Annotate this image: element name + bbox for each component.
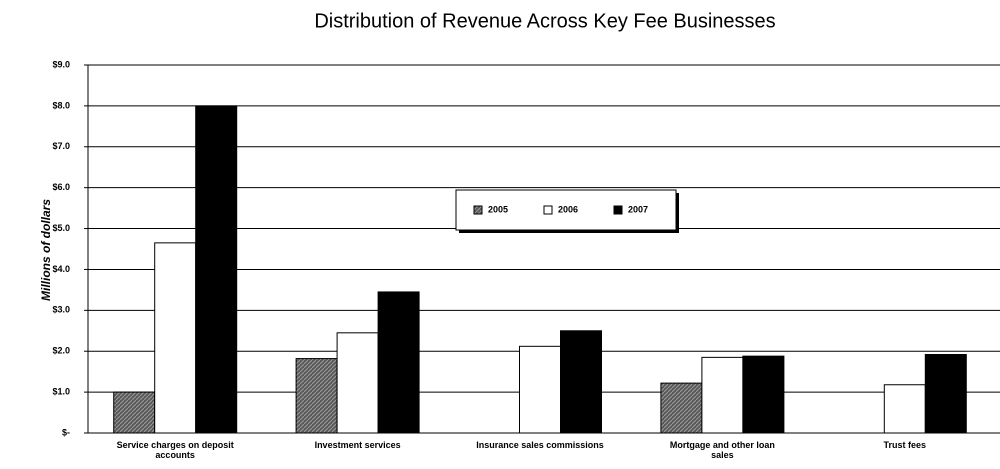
- x-tick-label: Trust fees: [883, 440, 927, 450]
- legend: [455, 189, 677, 231]
- legend-swatch: [473, 205, 483, 215]
- legend-label: 2007: [628, 204, 648, 214]
- bar: [701, 356, 744, 434]
- y-tick-label: $4.0: [52, 264, 70, 274]
- x-tick-label: Insurance sales commissions: [476, 440, 604, 450]
- x-tick-label: Investment services: [314, 440, 401, 450]
- y-tick-label: $9.0: [52, 59, 70, 69]
- bar: [560, 330, 602, 434]
- bar: [154, 242, 197, 434]
- y-tick-label: $1.0: [52, 386, 70, 396]
- legend-label: 2005: [488, 204, 508, 214]
- bar: [295, 358, 338, 434]
- legend-label: 2006: [558, 204, 578, 214]
- bar: [883, 384, 926, 434]
- y-tick-label: $-: [62, 427, 70, 437]
- x-tick-label: Service charges on deposit accounts: [116, 440, 234, 460]
- chart-title: Distribution of Revenue Across Key Fee B…: [314, 10, 775, 32]
- legend-swatch: [543, 205, 553, 215]
- bar: [924, 353, 967, 434]
- bar: [742, 355, 785, 434]
- y-tick-label: $2.0: [52, 346, 70, 356]
- bar: [336, 332, 379, 434]
- y-tick-label: $8.0: [52, 100, 70, 110]
- bar: [660, 382, 703, 434]
- bar: [113, 391, 156, 434]
- legend-swatch: [613, 205, 623, 215]
- y-tick-label: $3.0: [52, 305, 70, 315]
- y-tick-label: $7.0: [52, 141, 70, 151]
- bar: [519, 345, 561, 434]
- y-tick-label: $6.0: [52, 182, 70, 192]
- y-tick-label: $5.0: [52, 223, 70, 233]
- bar: [195, 105, 238, 434]
- y-axis-label: Millions of dollars: [39, 199, 53, 301]
- x-tick-label: Mortgage and other loan sales: [669, 440, 775, 460]
- bar: [377, 291, 420, 434]
